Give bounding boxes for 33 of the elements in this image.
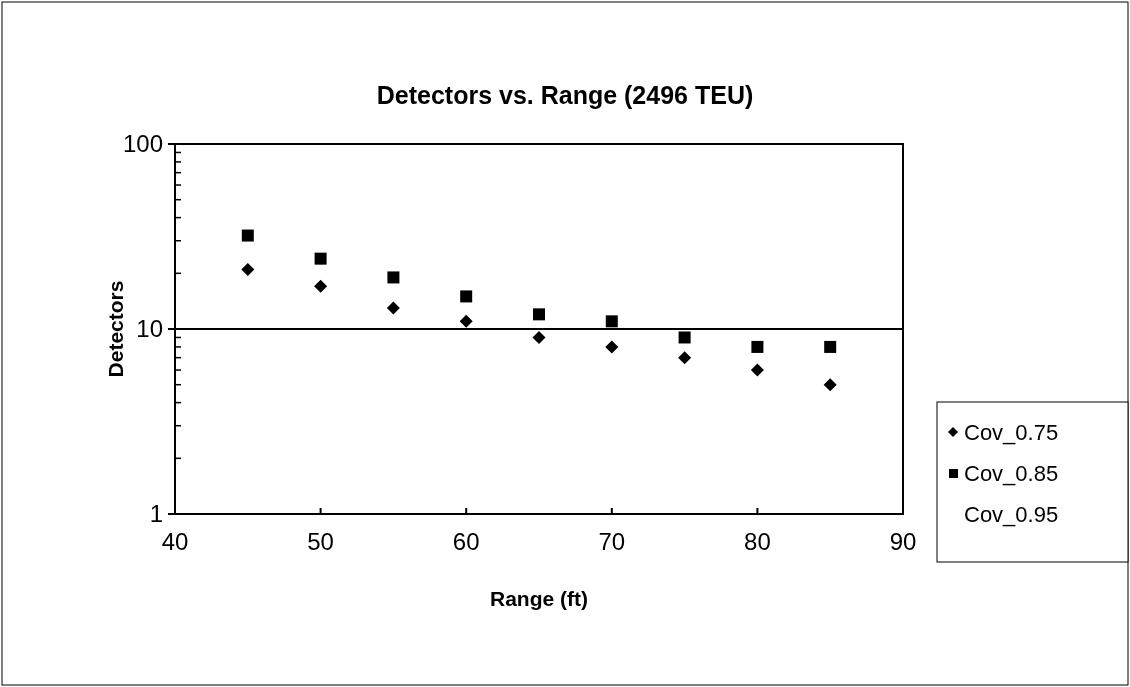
x-tick-label: 70 bbox=[598, 528, 626, 555]
legend-label: Cov_0.85 bbox=[964, 460, 1059, 486]
x-tick-label: 60 bbox=[452, 528, 480, 555]
point bbox=[387, 271, 400, 284]
point bbox=[751, 340, 764, 353]
y-tick-label: 1 bbox=[149, 500, 163, 528]
point bbox=[750, 363, 764, 377]
text: Cov_0.95 bbox=[964, 501, 1059, 527]
point bbox=[314, 279, 328, 293]
point bbox=[460, 290, 473, 303]
point bbox=[533, 308, 545, 321]
x-tick-label: 50 bbox=[307, 528, 334, 555]
point bbox=[532, 330, 546, 344]
x-tick-label: 90 bbox=[889, 528, 917, 555]
x-tick-label: 40 bbox=[161, 528, 189, 555]
point bbox=[824, 340, 837, 353]
y-tick-label: 100 bbox=[122, 130, 163, 158]
point bbox=[678, 351, 692, 365]
x-axis-title: Range (ft) bbox=[490, 587, 588, 610]
point bbox=[241, 262, 255, 276]
legend-label: Cov_0.75 bbox=[964, 419, 1059, 445]
point bbox=[605, 340, 619, 354]
y-tick-label: 10 bbox=[136, 315, 163, 343]
chart-title: Detectors vs. Range (2496 TEU) bbox=[376, 81, 754, 109]
point bbox=[605, 315, 618, 328]
point bbox=[823, 378, 837, 392]
point bbox=[459, 314, 473, 328]
point bbox=[241, 229, 254, 242]
point bbox=[314, 252, 327, 265]
x-tick-label: 80 bbox=[744, 528, 771, 555]
y-axis-title: Detectors bbox=[104, 280, 127, 378]
point bbox=[678, 331, 691, 344]
point bbox=[386, 301, 400, 315]
